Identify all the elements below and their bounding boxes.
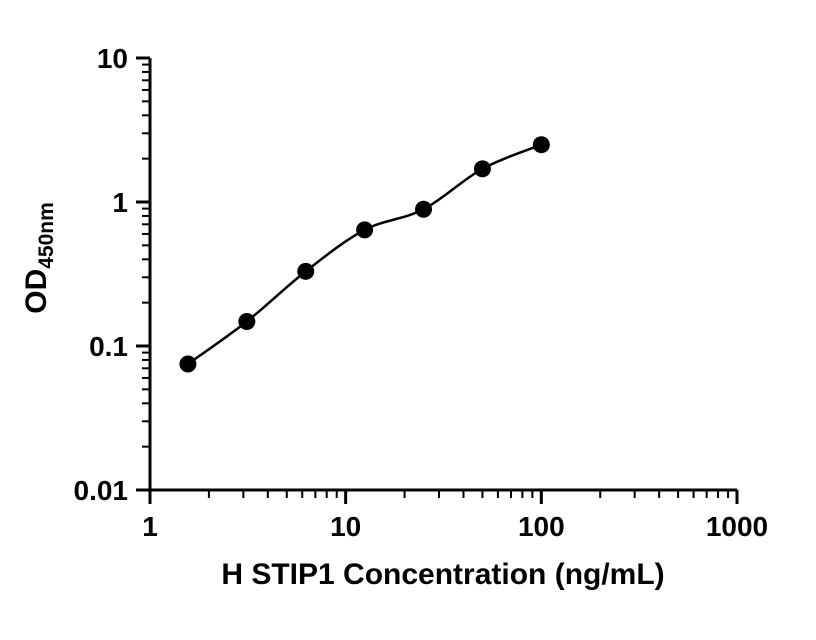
y-tick-label: 1 xyxy=(112,187,128,218)
data-point xyxy=(473,160,491,178)
data-point xyxy=(532,136,550,154)
y-tick-label: 0.1 xyxy=(89,331,128,362)
x-tick-label: 1 xyxy=(142,511,158,542)
y-tick-label: 0.01 xyxy=(74,475,129,506)
y-axis-title: OD450nm xyxy=(20,202,58,314)
x-axis-title: H STIP1 Concentration (ng/mL) xyxy=(221,558,664,591)
data-point xyxy=(415,200,433,218)
fit-curve xyxy=(187,143,542,366)
data-point xyxy=(356,221,374,239)
plot-area xyxy=(179,136,550,373)
data-point xyxy=(179,355,197,373)
data-point xyxy=(297,262,315,280)
axis-spines xyxy=(148,58,737,492)
data-point xyxy=(238,312,256,330)
y-tick-label: 10 xyxy=(97,43,128,74)
axes: 1 10 100 1000 0.01 0.1 1 10 xyxy=(74,43,769,542)
x-tick-label: 100 xyxy=(518,511,565,542)
y-axis-title-sub: 450nm xyxy=(35,202,58,269)
y-axis-title-main: OD xyxy=(20,269,53,314)
x-tick-label: 1000 xyxy=(706,511,768,542)
x-tick-label: 10 xyxy=(330,511,361,542)
